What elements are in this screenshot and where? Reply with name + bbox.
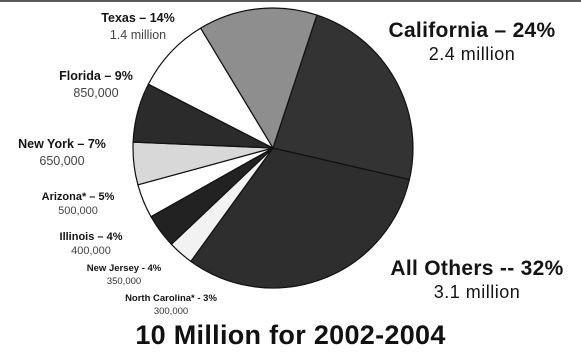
label-illinois: Illinois – 4% 400,000 xyxy=(36,232,146,257)
label-california: California – 24% 2.4 million xyxy=(366,20,578,63)
label-all-others-value: 3.1 million xyxy=(433,282,521,302)
label-new-jersey-value: 350,000 xyxy=(106,275,142,287)
label-arizona: Arizona* – 5% 500,000 xyxy=(18,192,138,217)
pie-slice-all-others xyxy=(189,147,411,289)
label-texas-name: Texas – 14% xyxy=(101,11,175,25)
pie-slice-texas xyxy=(199,7,318,150)
label-new-jersey: New Jersey - 4% 350,000 xyxy=(64,264,184,286)
label-all-others: All Others -- 32% 3.1 million xyxy=(376,258,578,301)
label-arizona-value: 500,000 xyxy=(58,205,98,217)
label-new-york-name: New York – 7% xyxy=(18,137,106,151)
label-all-others-name: All Others -- 32% xyxy=(390,257,564,280)
label-north-carolina-value: 300,000 xyxy=(153,305,189,317)
label-florida-name: Florida – 9% xyxy=(59,69,133,83)
pie-slice-california xyxy=(272,14,414,181)
label-illinois-name: Illinois – 4% xyxy=(59,231,123,243)
label-new-york: New York – 7% 650,000 xyxy=(2,138,122,167)
label-florida: Florida – 9% 850,000 xyxy=(40,70,152,99)
label-illinois-value: 400,000 xyxy=(71,245,111,257)
top-border xyxy=(0,0,581,2)
chart-title: 10 Million for 2002-2004 xyxy=(135,320,446,350)
label-north-carolina-name: North Carolina* - 3% xyxy=(125,293,217,304)
label-california-name: California – 24% xyxy=(388,19,556,42)
label-texas-value: 1.4 million xyxy=(109,27,167,42)
label-arizona-name: Arizona* – 5% xyxy=(41,191,115,203)
label-new-jersey-name: New Jersey - 4% xyxy=(86,263,162,274)
label-florida-value: 850,000 xyxy=(73,85,119,100)
label-new-york-value: 650,000 xyxy=(39,153,85,168)
label-north-carolina: North Carolina* - 3% 300,000 xyxy=(96,294,246,316)
label-texas: Texas – 14% 1.4 million xyxy=(78,12,198,41)
label-california-value: 2.4 million xyxy=(428,44,516,64)
